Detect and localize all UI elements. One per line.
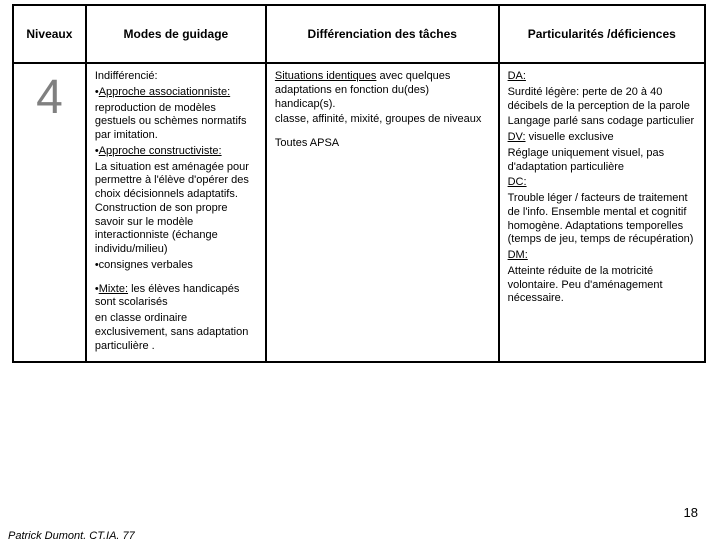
header-diff: Différenciation des tâches — [266, 5, 499, 63]
diff-line: classe, affinité, mixité, groupes de niv… — [275, 113, 490, 127]
spacer — [275, 129, 490, 137]
spacer — [95, 275, 257, 283]
part-line: Atteinte réduite de la motricité volonta… — [508, 265, 696, 306]
header-niveaux: Niveaux — [13, 5, 86, 63]
level-cell: 4 — [13, 63, 86, 362]
modes-line: •Mixte: les élèves handicapés sont scola… — [95, 283, 257, 311]
part-heading: DA: — [508, 70, 696, 84]
footer-author: Patrick Dumont. CT.IA. 77 — [8, 530, 135, 540]
diff-line: Toutes APSA — [275, 137, 490, 151]
header-part: Particularités /déficiences — [499, 5, 705, 63]
page-number: 18 — [684, 505, 698, 520]
part-line: Réglage uniquement visuel, pas d'adaptat… — [508, 147, 696, 175]
modes-line: en classe ordinaire exclusivement, sans … — [95, 312, 257, 353]
header-modes: Modes de guidage — [86, 5, 266, 63]
part-heading: DC: — [508, 176, 696, 190]
modes-line: Indifférencié: — [95, 70, 257, 84]
modes-line: •Approche constructiviste: — [95, 145, 257, 159]
modes-line: reproduction de modèles gestuels ou schè… — [95, 102, 257, 143]
modes-line: •consignes verbales — [95, 259, 257, 273]
diff-cell: Situations identiques avec quelques adap… — [266, 63, 499, 362]
modes-line: La situation est aménagée pour permettre… — [95, 161, 257, 257]
pedagogy-table: Niveaux Modes de guidage Différenciation… — [12, 4, 706, 363]
table-header-row: Niveaux Modes de guidage Différenciation… — [13, 5, 705, 63]
part-line: DV: visuelle exclusive — [508, 131, 696, 145]
table-row: 4 Indifférencié: •Approche associationni… — [13, 63, 705, 362]
modes-cell: Indifférencié: •Approche associationnist… — [86, 63, 266, 362]
part-cell: DA: Surdité légère: perte de 20 à 40 déc… — [499, 63, 705, 362]
part-heading: DM: — [508, 249, 696, 263]
part-line: Trouble léger / facteurs de traitement d… — [508, 192, 696, 247]
diff-line: Situations identiques avec quelques adap… — [275, 70, 490, 111]
part-line: Surdité légère: perte de 20 à 40 décibel… — [508, 86, 696, 114]
modes-line: •Approche associationniste: — [95, 86, 257, 100]
part-line: Langage parlé sans codage particulier — [508, 115, 696, 129]
